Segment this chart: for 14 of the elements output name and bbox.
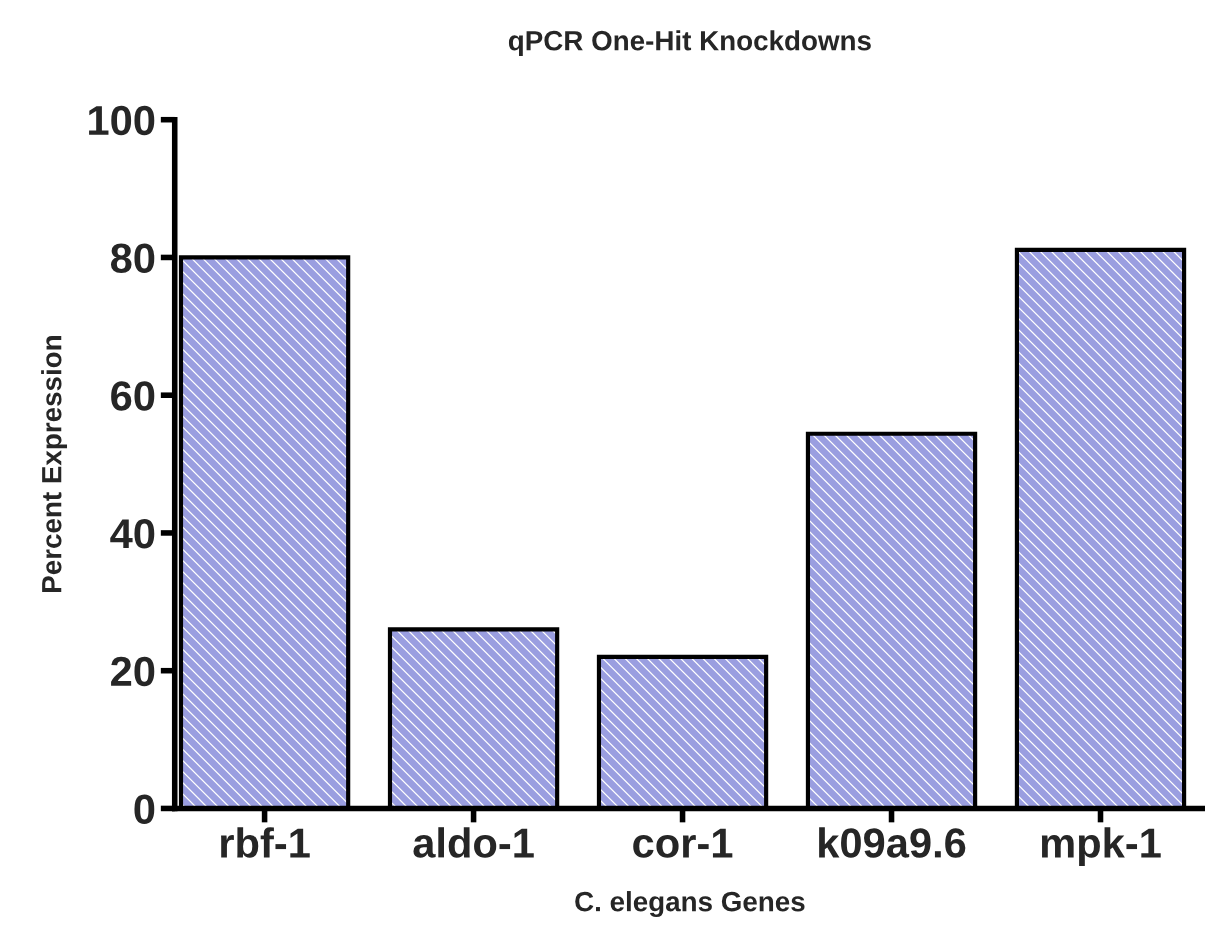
x-tick-label: mpk-1 [1041, 827, 1161, 867]
x-tick-label: cor-1 [633, 828, 733, 858]
x-axis-title: C. elegans Genes [575, 891, 805, 918]
y-tick-label: 0 [134, 794, 155, 824]
y-tick-label: 80 [110, 243, 155, 273]
x-tick-label: k09a9.6 [819, 827, 966, 858]
y-tick-label: 40 [110, 518, 155, 549]
y-tick-label: 60 [111, 381, 155, 411]
x-tick-label: aldo-1 [413, 827, 534, 858]
y-tick-label: 20 [111, 656, 155, 687]
y-axis-title: Percent Expression [41, 336, 68, 592]
chart-title: qPCR One-Hit Knockdowns [508, 30, 871, 57]
x-tick-label: rbf-1 [221, 827, 310, 858]
y-tick-label: 100 [89, 105, 155, 136]
